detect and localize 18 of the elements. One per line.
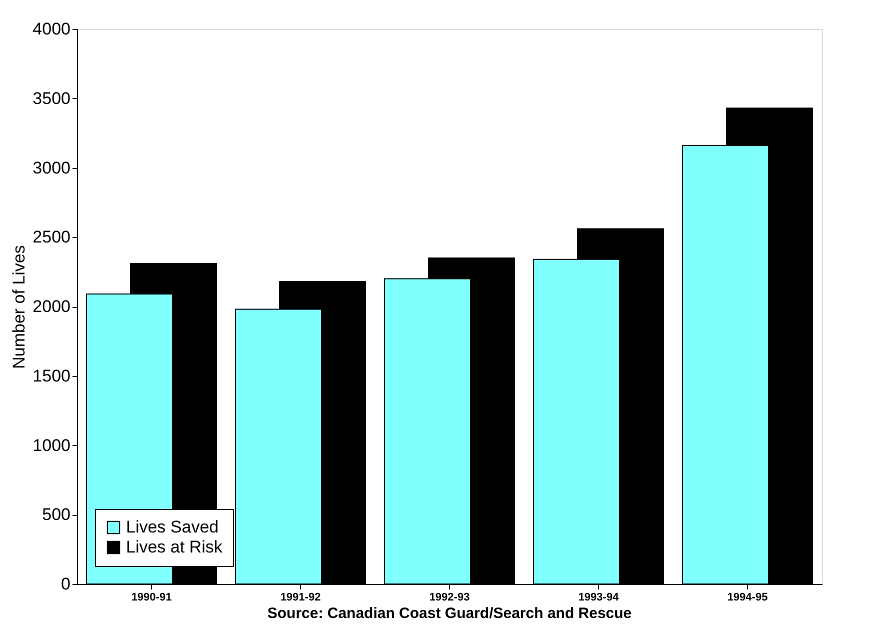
- legend-label: Lives Saved: [126, 518, 219, 536]
- legend-label: Lives at Risk: [126, 538, 223, 556]
- x-tick-label: 1990-91: [131, 592, 172, 604]
- x-tick-label: 1993-94: [578, 592, 620, 604]
- y-tick-label: 1500: [32, 366, 70, 386]
- y-tick-label: 3500: [32, 88, 70, 108]
- y-tick-label: 3000: [32, 158, 70, 178]
- x-tick-label: 1991-92: [280, 592, 321, 604]
- y-tick-label: 0: [61, 574, 70, 594]
- source-note: Source: Canadian Coast Guard/Search and Rescue: [267, 605, 632, 622]
- y-axis-title: Number of Lives: [10, 245, 29, 369]
- y-tick-label: 4000: [32, 20, 70, 38]
- y-tick-label: 2500: [32, 228, 70, 247]
- x-tick-label: 1992-93: [429, 592, 470, 604]
- y-tick-label: 1000: [32, 436, 70, 455]
- x-tick-label: 1994-95: [727, 592, 768, 604]
- y-tick-label: 500: [42, 505, 70, 524]
- y-tick-label: 2000: [32, 297, 70, 316]
